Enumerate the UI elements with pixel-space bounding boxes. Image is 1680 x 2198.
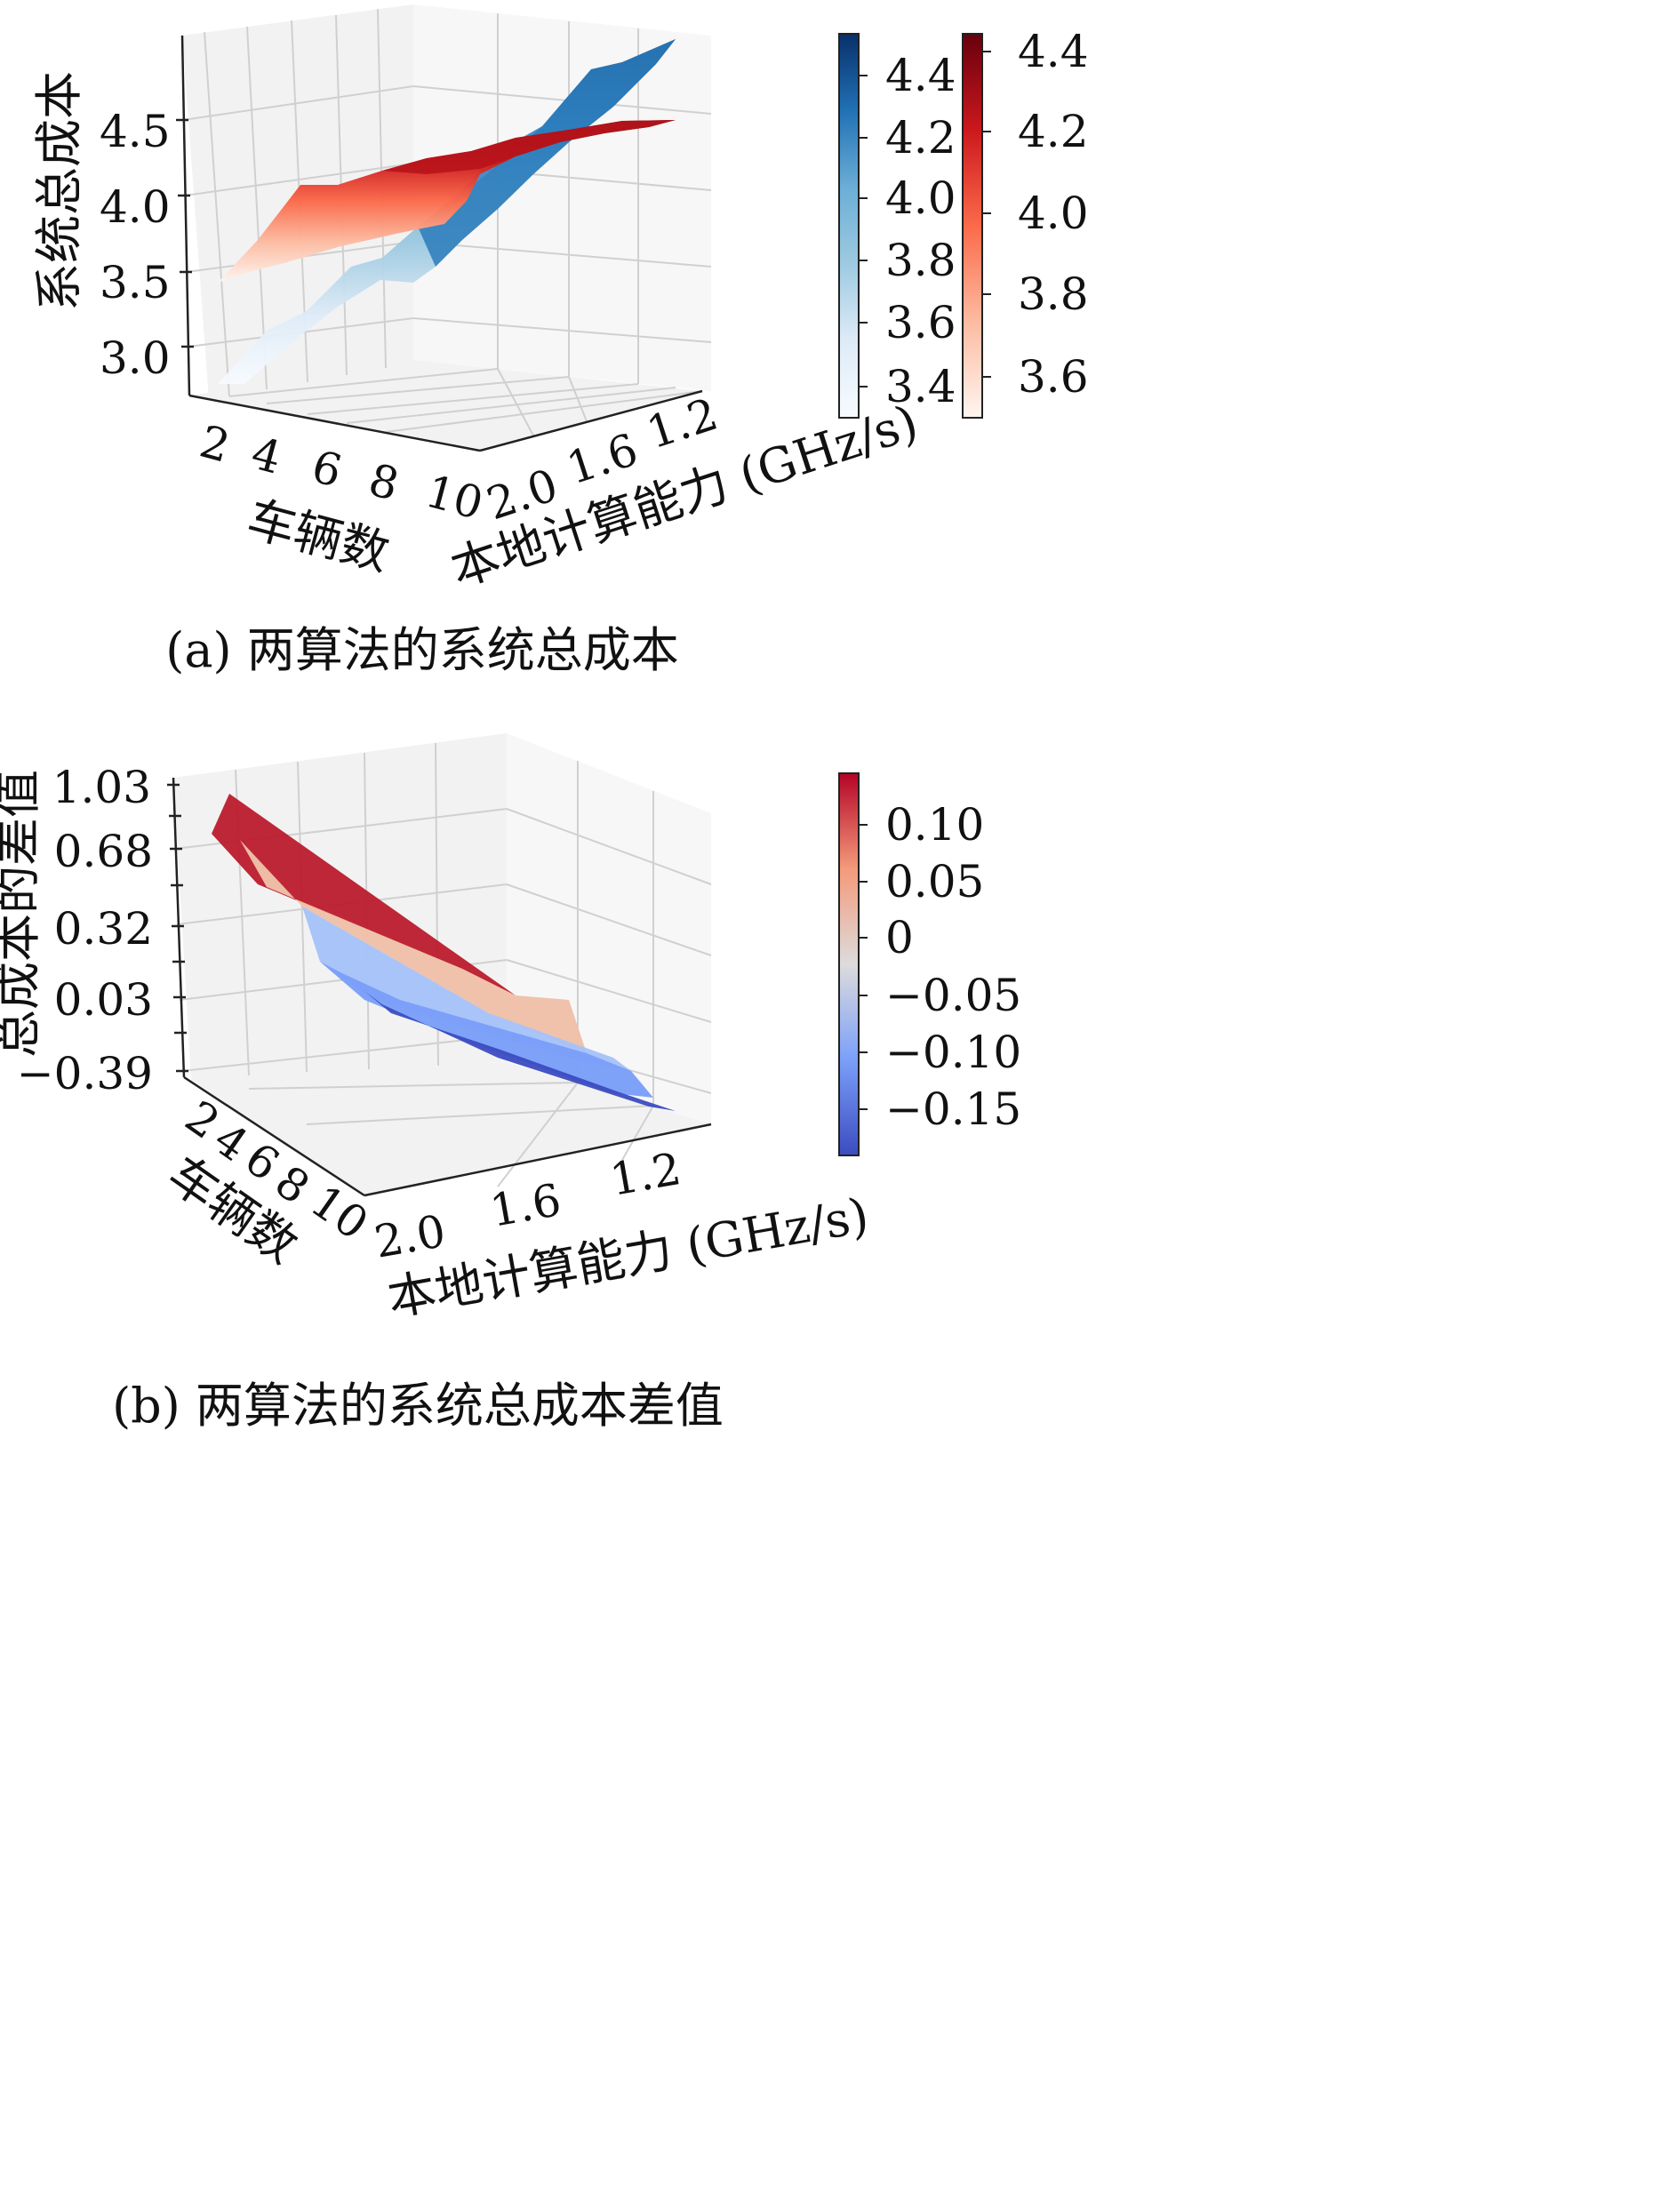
cb-tick: 3.6 bbox=[1018, 351, 1089, 403]
x-tick-label: 10 bbox=[420, 466, 488, 530]
y-ticks-b: 2.0 1.6 1.2 bbox=[371, 1143, 684, 1268]
cb-tick: 4.0 bbox=[885, 172, 956, 224]
y-tick-label: 1.6 bbox=[486, 1174, 564, 1237]
surface-diff-pink bbox=[240, 840, 587, 1053]
cb-tick: 4.0 bbox=[1018, 188, 1089, 239]
z-tick-label: 0.68 bbox=[54, 826, 153, 877]
cb-tick: 3.8 bbox=[885, 235, 956, 286]
cb-tick: 3.4 bbox=[885, 361, 956, 412]
cb-tick: 0.05 bbox=[885, 856, 984, 907]
surface-red-top bbox=[382, 120, 676, 174]
colorbar-blues-ticks: 4.4 4.2 4.0 3.8 3.6 3.4 bbox=[859, 50, 956, 412]
caption-b: (b) 两算法的系统总成本差值 bbox=[112, 1378, 724, 1434]
x-tick-label: 6 bbox=[307, 441, 348, 498]
y-axis-line-b bbox=[364, 1123, 712, 1197]
colorbar-reds: 4.4 4.2 4.0 3.8 3.6 bbox=[962, 26, 1089, 419]
z-tick-label: 4.5 bbox=[100, 106, 171, 157]
cb-tick: 4.2 bbox=[1018, 106, 1089, 157]
pane-right-a bbox=[413, 4, 711, 391]
panel-a: 4.5 4.0 3.5 3.0 2 4 6 8 10 车辆数 2.0 1.6 1… bbox=[31, 4, 1089, 678]
z-tick-label: 0.03 bbox=[54, 974, 153, 1026]
cb-tick: −0.10 bbox=[885, 1027, 1021, 1078]
z-tick-label: 3.5 bbox=[100, 257, 171, 308]
colorbar-reds-ticks: 4.4 4.2 4.0 3.8 3.6 bbox=[982, 26, 1089, 403]
cb-tick: 4.4 bbox=[1018, 26, 1089, 77]
cb-tick: −0.05 bbox=[885, 970, 1021, 1021]
colorbar-coolwarm-ticks: 0.10 0.05 0 −0.05 −0.10 −0.15 bbox=[859, 799, 1021, 1135]
z-axis-line-b bbox=[172, 777, 186, 1078]
y-tick-label: 2.0 bbox=[371, 1205, 449, 1268]
cb-tick: 3.8 bbox=[1018, 268, 1089, 320]
x-tick-label: 8 bbox=[364, 454, 404, 511]
cb-tick: 3.6 bbox=[885, 297, 956, 348]
z-axis-label-a: 系统总成本 bbox=[31, 71, 87, 311]
z-axis-line-a bbox=[180, 35, 191, 396]
y-axis-line-a bbox=[479, 389, 703, 452]
z-axis-label-b: 总成本的差值 bbox=[0, 770, 45, 1058]
cb-tick: 4.4 bbox=[885, 50, 956, 101]
pane-floor-b bbox=[191, 1062, 711, 1195]
z-ticks-b: 1.03 0.68 0.32 0.03 −0.39 bbox=[17, 762, 188, 1099]
surface-diff-red bbox=[212, 794, 516, 995]
x-axis-line-b bbox=[183, 1075, 365, 1197]
z-ticks-a: 4.5 4.0 3.5 3.0 bbox=[100, 106, 194, 384]
caption-a: (a) 两算法的系统总成本 bbox=[165, 622, 679, 678]
colorbar-blues: 4.4 4.2 4.0 3.8 3.6 3.4 bbox=[838, 33, 956, 419]
cb-tick: 0.10 bbox=[885, 799, 984, 851]
x-axis-line-a bbox=[188, 394, 481, 452]
colorbar-coolwarm: 0.10 0.05 0 −0.05 −0.10 −0.15 bbox=[838, 772, 1021, 1156]
z-tick-label: 1.03 bbox=[52, 762, 151, 813]
z-tick-label: 3.0 bbox=[100, 332, 171, 384]
surface-red bbox=[218, 120, 676, 283]
x-tick-label: 4 bbox=[246, 428, 287, 484]
z-tick-label: 0.32 bbox=[54, 903, 153, 955]
pane-floor-a bbox=[191, 360, 702, 449]
x-tick-label: 2 bbox=[195, 416, 236, 473]
surface-diff-blue bbox=[320, 962, 653, 1098]
z-tick-label: −0.39 bbox=[17, 1048, 153, 1099]
surface-blue-ridge bbox=[418, 39, 676, 267]
z-tick-label: 4.0 bbox=[100, 181, 171, 233]
cb-tick: −0.15 bbox=[885, 1083, 1021, 1135]
y-axis-label-b: 本地计算能力 (GHz/s) bbox=[383, 1187, 873, 1327]
cb-tick: 0 bbox=[885, 912, 914, 963]
y-tick-label: 1.2 bbox=[606, 1143, 684, 1206]
panel-b: 1.03 0.68 0.32 0.03 −0.39 2 4 6 8 10 车辆数… bbox=[0, 733, 1021, 1434]
cb-tick: 4.2 bbox=[885, 112, 956, 164]
